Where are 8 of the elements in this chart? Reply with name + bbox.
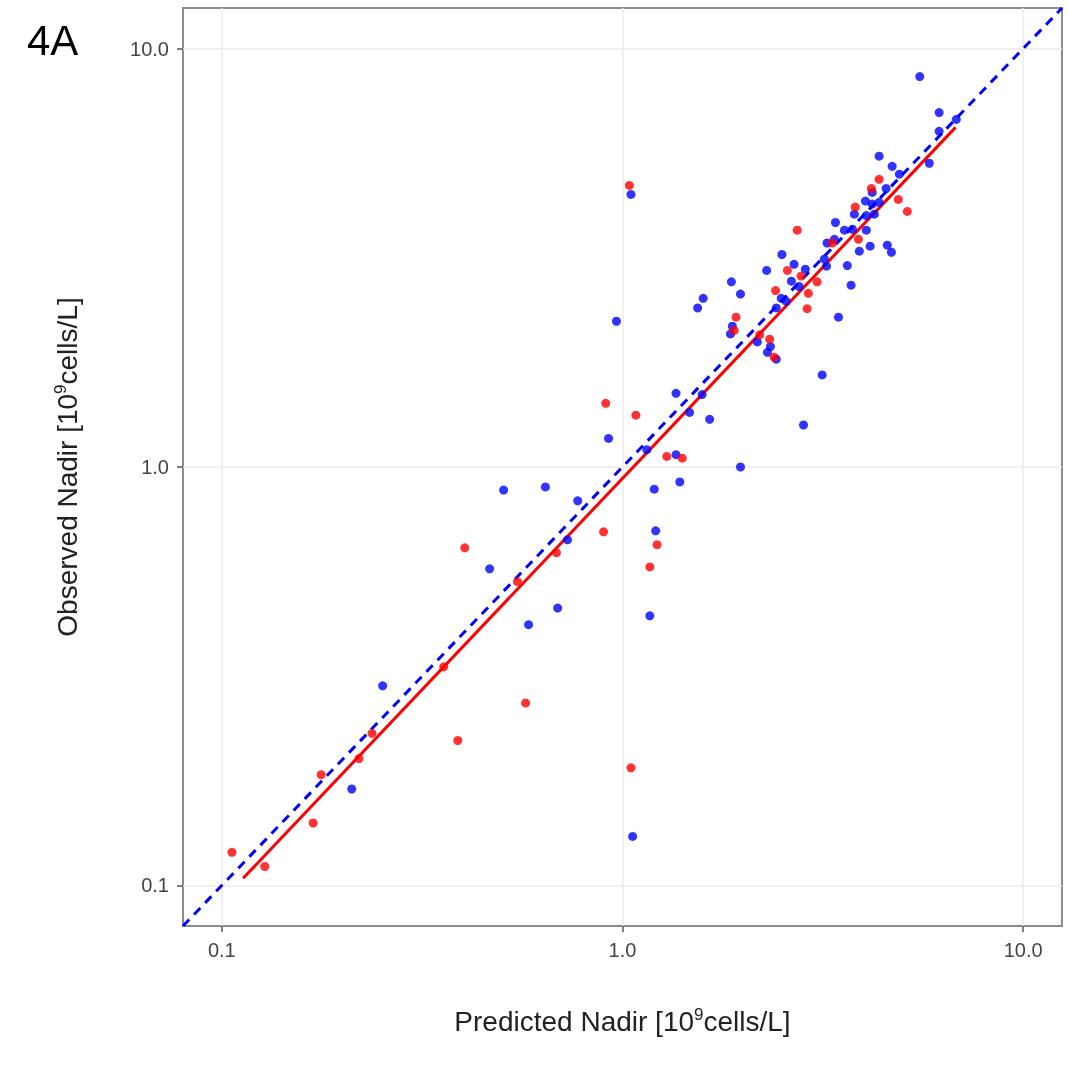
x-tick-label: 10.0 — [1003, 939, 1043, 961]
y-tick-label: 10.0 — [130, 37, 169, 60]
chart-title: 4A — [27, 16, 79, 64]
x-tick-label: 0.1 — [207, 939, 236, 961]
y-tick-label: 0.1 — [141, 874, 169, 897]
y-tick-label: 1.0 — [141, 456, 169, 478]
y-axis-title: Observed Nadir [109cells/L] — [51, 297, 83, 637]
x-tick-label: 1.0 — [608, 939, 637, 961]
